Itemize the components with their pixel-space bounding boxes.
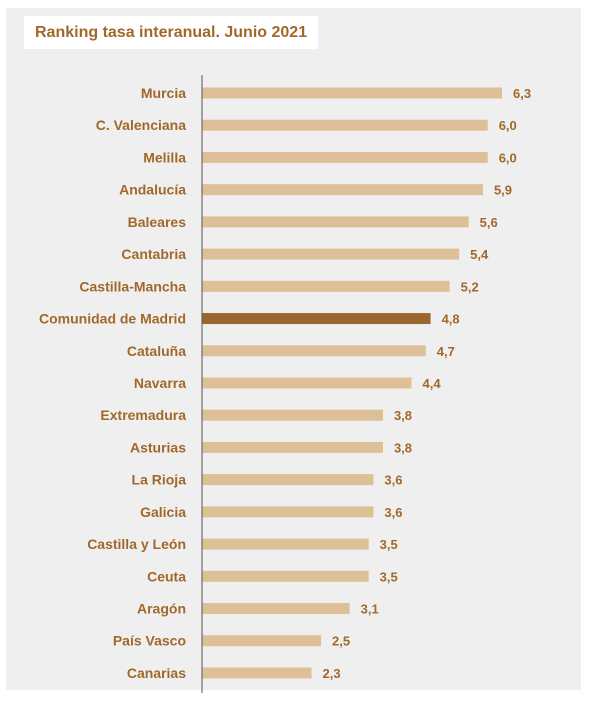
chart-title: Ranking tasa interanual. Junio 2021 bbox=[24, 16, 319, 49]
value-label: 6,0 bbox=[499, 118, 517, 133]
bar bbox=[202, 119, 488, 131]
value-labels: 6,3 6,0 6,0 5,9 5,6 5,4 5,2 4,8 4,7 4,4 3,8 3,8 3,6 3… bbox=[323, 86, 532, 681]
bar bbox=[202, 377, 412, 389]
category-label: Castilla-Mancha bbox=[79, 278, 186, 294]
category-label: Cantabria bbox=[121, 246, 186, 262]
bar bbox=[202, 570, 369, 582]
bar bbox=[202, 87, 502, 99]
bar bbox=[202, 635, 322, 647]
bar bbox=[202, 151, 488, 163]
value-label: 3,8 bbox=[394, 440, 412, 455]
bar bbox=[202, 474, 374, 486]
bar bbox=[202, 409, 383, 421]
category-label: Castilla y León bbox=[87, 536, 186, 552]
bar bbox=[202, 441, 383, 453]
bar bbox=[202, 506, 374, 518]
category-label: Baleares bbox=[128, 214, 187, 230]
bar bbox=[202, 216, 469, 228]
value-label: 6,0 bbox=[499, 150, 517, 165]
category-label: C. Valenciana bbox=[96, 117, 186, 133]
bar bbox=[202, 280, 450, 292]
value-label: 3,6 bbox=[384, 505, 402, 520]
bar bbox=[202, 345, 426, 357]
value-label: 3,5 bbox=[380, 537, 398, 552]
category-label: Ceuta bbox=[147, 568, 186, 584]
category-label: Cataluña bbox=[127, 343, 186, 359]
bar bbox=[202, 667, 312, 679]
category-label: La Rioja bbox=[132, 472, 187, 488]
value-label: 5,9 bbox=[494, 183, 512, 198]
value-label: 3,5 bbox=[380, 569, 398, 584]
category-labels: Murcia C. Valenciana Melilla Andalucía Balea… bbox=[39, 85, 186, 681]
category-label: Andalucía bbox=[119, 182, 186, 198]
value-label: 5,6 bbox=[480, 215, 498, 230]
bar bbox=[202, 248, 460, 260]
category-label: Comunidad de Madrid bbox=[39, 311, 186, 327]
value-label: 4,4 bbox=[423, 376, 442, 391]
value-label: 5,4 bbox=[470, 247, 489, 262]
value-label: 2,3 bbox=[323, 666, 341, 681]
value-label: 3,1 bbox=[361, 602, 379, 617]
value-label: 6,3 bbox=[513, 86, 531, 101]
value-label: 3,8 bbox=[394, 408, 412, 423]
value-label: 4,7 bbox=[437, 344, 455, 359]
bar bbox=[202, 538, 369, 550]
value-label: 5,2 bbox=[461, 279, 479, 294]
category-label: Extremadura bbox=[100, 407, 186, 423]
bar bbox=[202, 184, 483, 196]
category-label: Canarias bbox=[127, 665, 186, 681]
category-label: Galicia bbox=[140, 504, 186, 520]
value-label: 3,6 bbox=[384, 473, 402, 488]
category-label: Navarra bbox=[134, 375, 186, 391]
category-label: Melilla bbox=[143, 149, 186, 165]
value-label: 2,5 bbox=[332, 634, 350, 649]
bar-highlighted bbox=[202, 313, 431, 325]
category-label: Asturias bbox=[130, 439, 186, 455]
bars bbox=[202, 87, 502, 679]
bar bbox=[202, 603, 350, 615]
category-label: Aragón bbox=[137, 601, 186, 617]
category-label: Murcia bbox=[141, 85, 186, 101]
value-label: 4,8 bbox=[442, 312, 460, 327]
category-label: País Vasco bbox=[113, 633, 186, 649]
